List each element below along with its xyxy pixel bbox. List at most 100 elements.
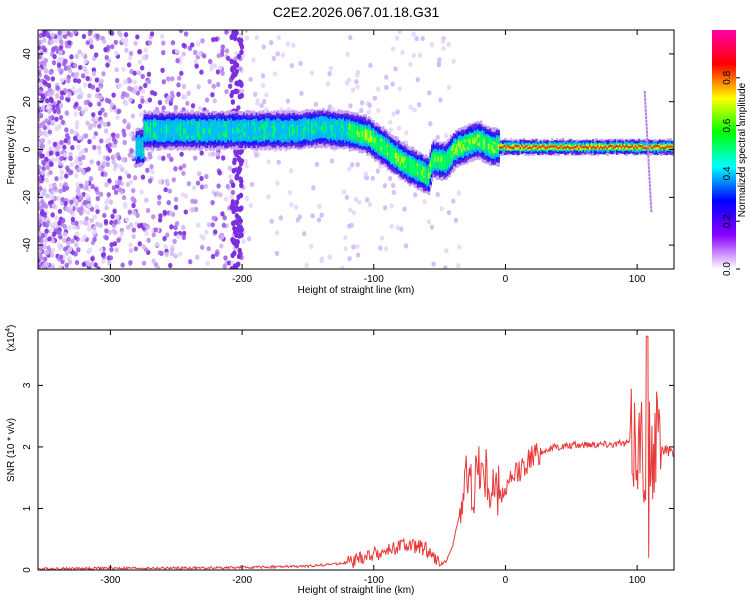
heatmap-signal-cell [480,138,483,144]
heatmap-signal-cell [443,159,447,165]
heatmap-noise-cell [224,89,229,95]
heatmap-noise-cell [116,108,122,114]
heatmap-signal-cell [437,156,440,162]
heatmap-noise-cell [155,265,161,269]
heatmap-signal-cell [647,159,650,163]
heatmap-noise-cell [60,196,65,203]
heatmap-noise-cell [309,243,314,250]
heatmap-noise-cell [63,58,68,64]
heatmap-noise-cell [76,94,82,100]
heatmap-signal-cell [498,146,502,149]
heatmap-signal-cell [293,128,296,134]
heatmap-noise-cell [74,53,79,59]
heatmap-noise-cell [125,181,131,188]
heatmap-noise-cell [117,82,123,89]
heatmap-noise-cell [132,79,137,85]
heatmap-signal-cell [298,128,301,134]
heatmap-signal-cell [631,144,635,148]
heatmap-noise-cell [161,105,166,111]
heatmap-noise-cell [173,253,178,259]
heatmap-noise-cell [389,223,394,229]
heatmap-noise-cell [137,241,142,247]
heatmap-signal-cell [519,147,522,150]
heatmap-signal-cell [596,145,600,151]
heatmap-noise-cell [41,159,46,165]
heatmap-noise-cell [53,215,59,221]
heatmap-noise-cell [400,49,405,56]
heatmap-noise-cell [123,101,129,107]
heatmap-noise-cell [194,63,199,69]
heatmap-noise-cell [106,192,111,198]
heatmap-signal-cell [380,141,383,147]
heatmap-noise-cell [56,62,62,68]
heatmap-noise-cell [181,234,187,241]
heatmap-noise-cell [453,217,459,223]
heatmap-signal-cell [544,143,548,148]
snr-x-tick-label: -200 [232,575,252,586]
heatmap-noise-cell [350,87,356,93]
heatmap-signal-cell [456,146,459,153]
heatmap-noise-cell [347,255,352,262]
heatmap-noise-cell [59,77,65,83]
heatmap-noise-cell [299,90,304,96]
heatmap-noise-cell [285,41,291,47]
heatmap-signal-cell [222,126,225,132]
heatmap-noise-cell [61,217,66,224]
heatmap-signal-cell [585,143,589,149]
heatmap-noise-cell [390,46,396,52]
heatmap-signal-cell [140,144,143,151]
heatmap-noise-cell [220,70,225,76]
heatmap-noise-cell [67,259,73,265]
snr-y-label: SNR (10 * v/v) [6,418,17,482]
heatmap-noise-cell [391,111,396,117]
heatmap-signal-cell [595,146,598,150]
heatmap-noise-cell [112,208,117,214]
heatmap-signal-cell [547,145,551,148]
heatmap-noise-cell [117,179,122,186]
heatmap-noise-cell [98,191,104,197]
heatmap-signal-cell [407,161,410,167]
heatmap-signal-cell [273,126,276,133]
heatmap-signal-cell [473,138,477,144]
heatmap-noise-cell [38,70,41,76]
heatmap-noise-cell [176,233,181,240]
heatmap-noise-cell [111,132,116,138]
heatmap-noise-cell [348,103,353,109]
snr-x-tick-label: 0 [503,575,509,586]
heatmap-noise-cell [56,108,61,115]
heatmap-noise-cell [348,34,353,41]
heatmap-noise-cell [413,192,418,198]
heatmap-noise-cell [446,84,452,90]
heatmap-noise-cell [195,254,200,260]
heatmap-signal-cell [187,127,191,133]
heatmap-signal-cell [487,143,491,150]
heatmap-noise-cell [42,256,48,262]
heatmap-noise-cell [121,194,127,201]
heatmap-noise-cell [139,65,145,71]
heatmap-noise-cell [58,50,63,56]
heatmap-noise-cell [90,256,95,262]
heatmap-noise-cell [38,176,42,182]
heatmap-signal-cell [552,145,556,148]
heatmap-noise-cell [109,102,114,108]
heatmap-signal-cell [312,124,315,131]
heatmap-signal-cell [533,144,537,147]
heatmap-noise-cell [72,135,78,142]
heatmap-noise-cell [186,181,192,187]
heatmap-noise-cell [106,137,112,143]
heatmap-noise-cell [59,95,65,101]
heatmap-noise-cell [81,65,87,71]
heatmap-noise-cell [379,235,385,241]
heatmap-noise-cell [173,196,179,203]
heatmap-noise-cell [43,203,49,209]
heatmap-noise-cell [63,181,68,188]
heatmap-noise-cell [143,82,148,89]
heatmap-noise-cell [110,44,115,50]
heatmap-noise-cell [355,252,361,258]
heatmap-signal-cell [563,146,567,149]
heatmap-signal-cell [151,127,154,134]
heatmap-noise-cell [46,82,52,89]
heatmap-noise-cell [159,250,164,257]
heatmap-noise-cell [166,153,172,159]
heatmap-noise-cell [77,49,82,55]
